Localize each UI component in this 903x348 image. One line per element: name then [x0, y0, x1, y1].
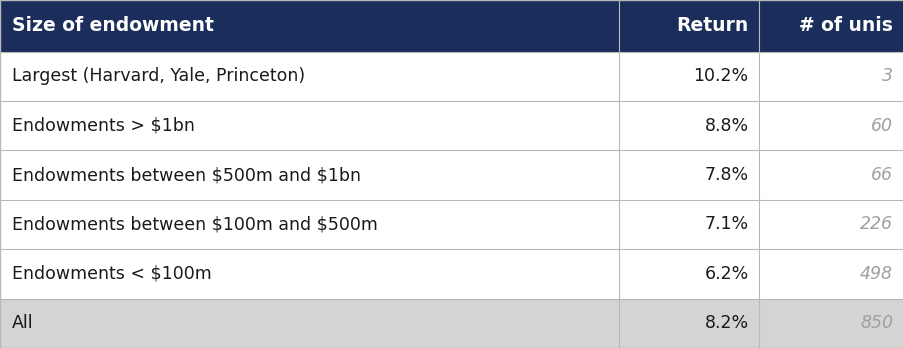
Bar [0, 0, 903, 52]
Text: Largest (Harvard, Yale, Princeton): Largest (Harvard, Yale, Princeton) [12, 67, 304, 85]
Text: Endowments between \$500m and \$1bn: Endowments between \$500m and \$1bn [12, 166, 360, 184]
Text: 498: 498 [859, 265, 892, 283]
Text: Endowments < \$100m: Endowments < \$100m [12, 265, 211, 283]
Bar [0, 249, 903, 299]
Text: Return: Return [675, 16, 748, 35]
Text: 850: 850 [859, 314, 892, 332]
Text: Endowments between \$100m and \$500m: Endowments between \$100m and \$500m [12, 215, 377, 234]
Text: Endowments > \$1bn: Endowments > \$1bn [12, 117, 194, 135]
Text: 7.8%: 7.8% [703, 166, 748, 184]
Text: 6.2%: 6.2% [703, 265, 748, 283]
Text: All: All [12, 314, 33, 332]
Bar [0, 299, 903, 348]
Bar [0, 200, 903, 249]
Text: 226: 226 [859, 215, 892, 234]
Text: # of unis: # of unis [798, 16, 892, 35]
Text: 7.1%: 7.1% [703, 215, 748, 234]
Bar [0, 52, 903, 101]
Text: 3: 3 [881, 67, 892, 85]
Text: Size of endowment: Size of endowment [12, 16, 213, 35]
Text: 8.2%: 8.2% [703, 314, 748, 332]
Text: 8.8%: 8.8% [703, 117, 748, 135]
Text: 60: 60 [870, 117, 892, 135]
Text: 10.2%: 10.2% [693, 67, 748, 85]
Text: 66: 66 [870, 166, 892, 184]
Bar [0, 150, 903, 200]
Bar [0, 101, 903, 150]
